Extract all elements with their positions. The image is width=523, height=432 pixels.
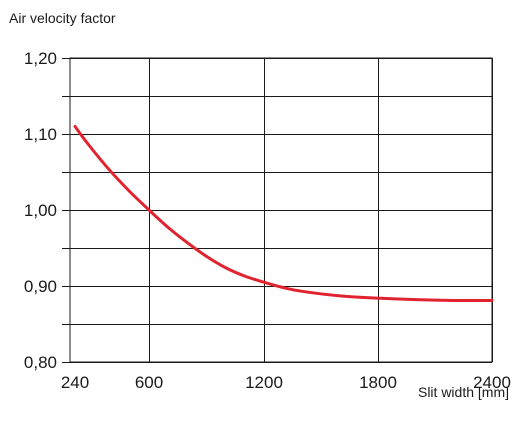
x-tick-label: 240 (61, 373, 89, 392)
x-tick-label: 1800 (359, 373, 397, 392)
y-tick-label: 1,20 (24, 49, 57, 68)
x-tick-label: 2400 (473, 373, 511, 392)
x-tick-label: 1200 (245, 373, 283, 392)
y-tick-label: 0,80 (24, 353, 57, 372)
y-tick-label: 1,10 (24, 125, 57, 144)
series-line (73, 124, 494, 302)
y-tick-label: 0,90 (24, 277, 57, 296)
x-axis-title: Slit width [mm] (417, 384, 509, 400)
x-tick-label: 600 (135, 373, 163, 392)
y-tick-label: 1,00 (24, 201, 57, 220)
y-axis-title: Air velocity factor (9, 10, 116, 26)
